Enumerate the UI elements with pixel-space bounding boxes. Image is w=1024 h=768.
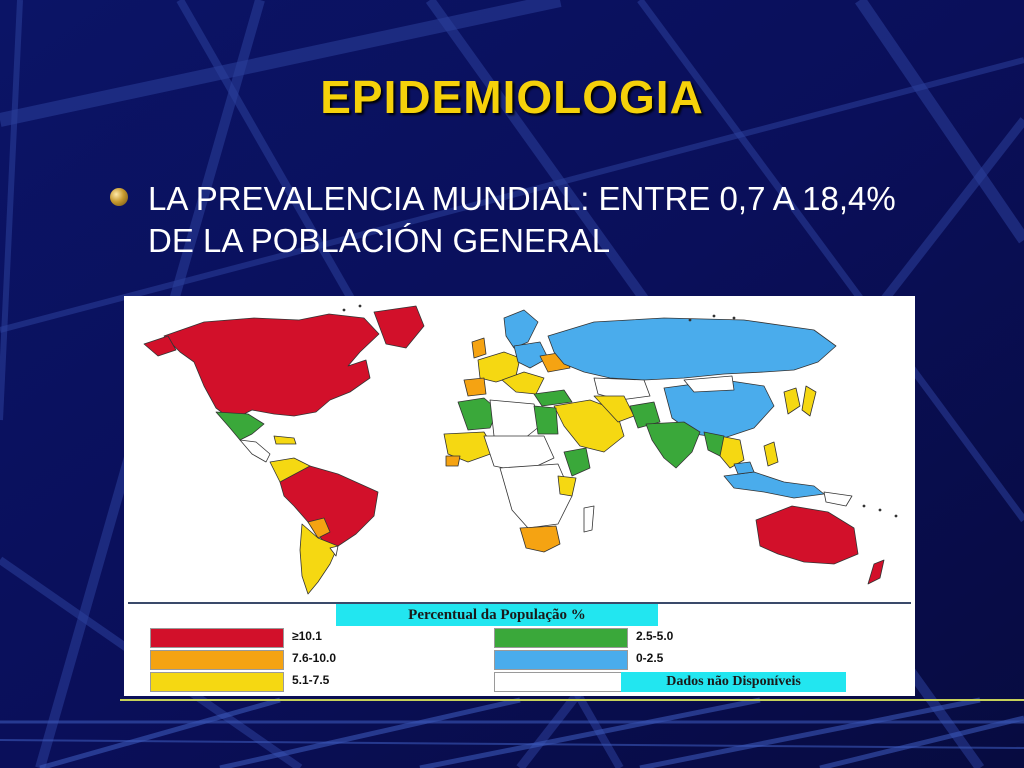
map-chile-argentina [299,523,339,595]
map-west-africa [443,431,497,463]
map-indonesia [723,471,825,499]
map-middle-east [553,399,625,453]
legend-swatch [494,650,628,670]
map-kazakhstan [593,377,651,401]
world-map-figure: Percentual da População % ≥10.1 7.6-10.0… [124,296,915,696]
map-korea-japan [783,387,801,415]
legend-title: Percentual da População % [336,604,658,626]
map-indochina [703,431,725,457]
legend-label: 5.1-7.5 [292,673,330,687]
bullet-sphere-icon [110,188,128,206]
map-algeria-libya [489,399,541,443]
legend-swatch [494,672,628,692]
map-russia [547,317,837,381]
bullet-text: LA PREVALENCIA MUNDIAL: ENTRE 0,7 A 18,4… [148,180,896,259]
map-philippines [763,441,779,467]
map-central-africa [499,463,573,529]
map-scandinavia [503,309,539,349]
map-turkey [533,389,573,407]
map-east-africa [557,475,577,497]
legend-label: 2.5-5.0 [636,629,674,643]
map-uk [471,337,487,359]
legend-swatch [150,650,284,670]
map-north-america [163,313,380,421]
legend-swatch [494,628,628,648]
map-australia [755,505,859,565]
map-brazil-peru [279,465,379,547]
map-south-africa [519,525,561,553]
legend-label: 7.6-10.0 [292,651,337,665]
map-italy-balkans [501,371,545,395]
map-new-zealand [867,559,885,585]
legend-swatch [150,628,284,648]
map-nw-africa-orange [445,455,461,467]
map-alaska-islands [143,335,177,357]
map-japan [801,385,817,417]
map-papua [823,491,853,507]
map-central-america [239,439,271,463]
map-europe-central [513,341,549,369]
map-iberia [463,377,487,397]
legend-no-data-label: Dados não Disponíveis [621,672,846,692]
map-mongolia [683,375,735,393]
map-bolivia-paraguay [307,517,331,539]
map-mexico [215,411,265,441]
map-uruguay [329,545,339,557]
map-greenland [373,305,425,349]
map-india [645,421,701,469]
map-caribbean [273,435,297,445]
legend-label: 0-2.5 [636,651,664,665]
map-ethiopia [563,447,591,477]
map-afghanistan-pakistan [629,401,661,429]
map-malaysia [733,461,755,475]
map-madagascar [583,505,595,533]
legend-divider [128,602,911,604]
world-prevalence-map [143,304,898,595]
slide-title: EPIDEMIOLOGIA [320,71,704,123]
map-egypt [533,405,559,435]
legend-swatch [150,672,284,692]
legend-label: ≥10.1 [292,629,322,643]
